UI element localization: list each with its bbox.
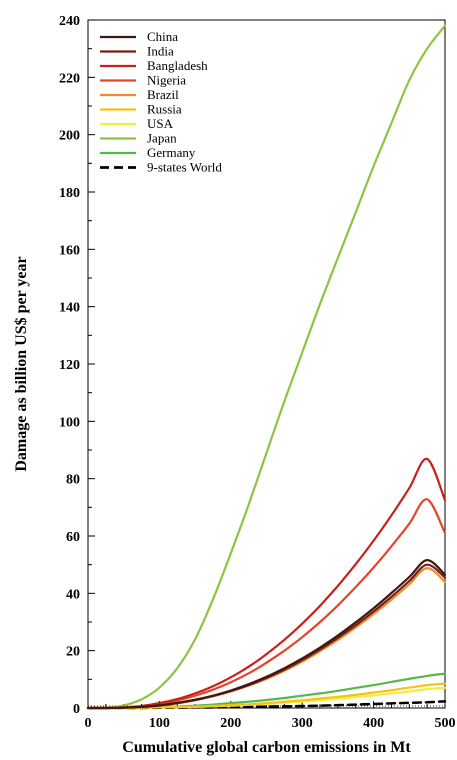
y-axis-title: Damage as billion US$ per year xyxy=(13,256,30,471)
y-tick-label: 20 xyxy=(66,645,80,660)
y-tick-label: 120 xyxy=(59,358,80,373)
series-layer xyxy=(86,24,447,710)
legend-label-germany: Germany xyxy=(147,145,196,160)
legend-label-nigeria: Nigeria xyxy=(147,73,186,88)
axes: 0 20 40 60 80 100 120 140 160 180 200 220 240 0 100 200… xyxy=(59,14,456,731)
y-tick-label: 180 xyxy=(59,186,80,201)
y-tick-label: 80 xyxy=(66,473,80,488)
series-line-india xyxy=(86,563,447,710)
series-line-china xyxy=(86,559,447,710)
x-tick-label: 300 xyxy=(292,716,313,731)
legend-label-bangladesh: Bangladesh xyxy=(147,58,208,73)
y-tick-label: 100 xyxy=(59,415,80,430)
legend-label-russia: Russia xyxy=(147,102,182,117)
x-tick-label: 400 xyxy=(363,716,384,731)
legend-label-japan: Japan xyxy=(147,131,177,146)
y-tick-label: 220 xyxy=(59,71,80,86)
legend-label-9-states-world: 9-states World xyxy=(147,160,222,175)
legend-label-china: China xyxy=(147,29,178,44)
y-tick-label: 140 xyxy=(59,301,80,316)
series-line-brazil xyxy=(86,567,447,710)
series-line-japan xyxy=(86,24,447,710)
x-tick-label: 200 xyxy=(220,716,241,731)
y-tick-label: 40 xyxy=(66,587,80,602)
y-tick-label: 240 xyxy=(59,14,80,29)
x-tick-label: 100 xyxy=(149,716,170,731)
legend: ChinaIndiaBangladeshNigeriaBrazilRussiaU… xyxy=(100,29,222,175)
x-tick-label: 500 xyxy=(435,716,456,731)
legend-label-india: India xyxy=(147,44,174,59)
y-tick-label: 0 xyxy=(73,702,80,717)
x-tick-label: 0 xyxy=(85,716,92,731)
x-axis-title: Cumulative global carbon emissions in Mt xyxy=(122,739,411,756)
y-tick-label: 160 xyxy=(59,243,80,258)
y-tick-label: 200 xyxy=(59,129,80,144)
series-line-bangladesh xyxy=(86,457,447,710)
legend-label-usa: USA xyxy=(147,116,174,131)
y-tick-label: 60 xyxy=(66,530,80,545)
legend-label-brazil: Brazil xyxy=(147,87,179,102)
